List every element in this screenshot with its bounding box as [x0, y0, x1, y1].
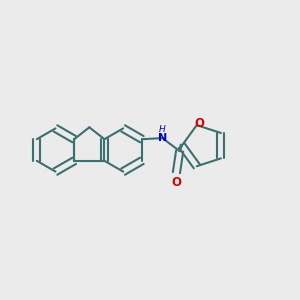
Text: O: O	[171, 176, 182, 189]
Text: O: O	[194, 117, 204, 130]
Text: H: H	[159, 125, 166, 134]
Text: N: N	[158, 133, 167, 143]
